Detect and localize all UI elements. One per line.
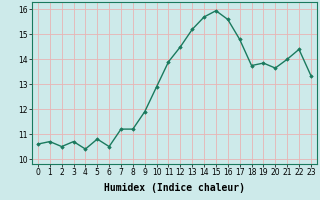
- X-axis label: Humidex (Indice chaleur): Humidex (Indice chaleur): [104, 183, 245, 193]
